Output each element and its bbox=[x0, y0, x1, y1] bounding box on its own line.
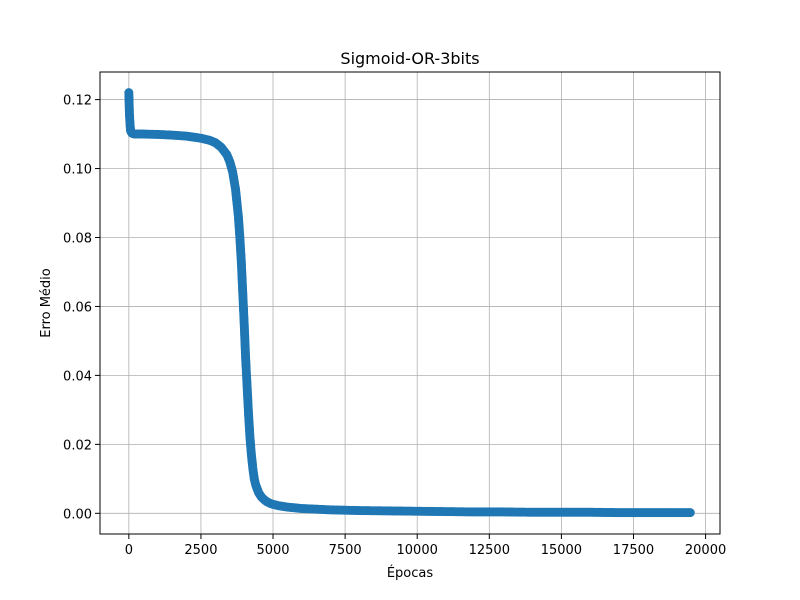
y-tick-label: 0.08 bbox=[63, 231, 92, 246]
data-point bbox=[685, 508, 695, 518]
x-tick-label: 12500 bbox=[469, 543, 510, 558]
y-axis-label: Erro Médio bbox=[39, 268, 54, 338]
data-markers bbox=[124, 88, 695, 518]
x-tick-label: 20000 bbox=[685, 543, 726, 558]
x-axis-label: Épocas bbox=[387, 565, 434, 581]
y-tick-label: 0.10 bbox=[63, 163, 92, 178]
x-axis: 0 2500 5000 7500 10000 12500 15000 17500 20000 bbox=[125, 534, 726, 558]
x-tick-label: 2500 bbox=[184, 543, 217, 558]
plot-frame bbox=[99, 71, 721, 535]
x-tick-label: 15000 bbox=[541, 543, 582, 558]
y-axis: 0.00 0.02 0.04 0.06 0.08 0.10 0.12 bbox=[63, 94, 100, 522]
x-tick-label: 0 bbox=[125, 543, 133, 558]
x-tick-label: 7500 bbox=[329, 543, 362, 558]
chart-title: Sigmoid-OR-3bits bbox=[340, 49, 479, 68]
x-tick-label: 5000 bbox=[256, 543, 289, 558]
x-tick-label: 10000 bbox=[397, 543, 438, 558]
x-tick-label: 17500 bbox=[613, 543, 654, 558]
y-tick-label: 0.12 bbox=[63, 94, 92, 109]
y-tick-label: 0.00 bbox=[63, 507, 92, 522]
y-tick-label: 0.04 bbox=[63, 369, 92, 384]
y-tick-label: 0.06 bbox=[63, 300, 92, 315]
y-tick-label: 0.02 bbox=[63, 438, 92, 453]
